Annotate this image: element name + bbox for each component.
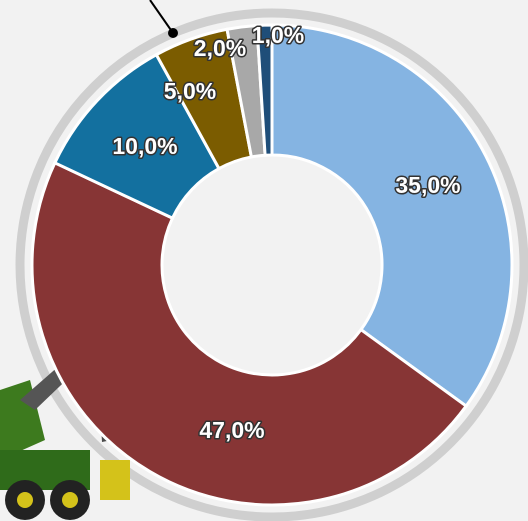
data-label: 10,0% [112, 133, 177, 159]
data-label: 2,0% [194, 35, 246, 61]
data-label: 35,0% [395, 172, 460, 198]
donut-slice [270, 23, 514, 409]
pointer-line [149, 0, 174, 34]
data-label: 1,0% [252, 22, 304, 48]
donut-slice [255, 23, 274, 157]
outer-ring [15, 8, 528, 521]
data-label: 47,0% [199, 417, 264, 443]
donut-slice [30, 160, 469, 507]
pointer-dot [168, 28, 178, 38]
data-label: 5,0% [164, 78, 216, 104]
